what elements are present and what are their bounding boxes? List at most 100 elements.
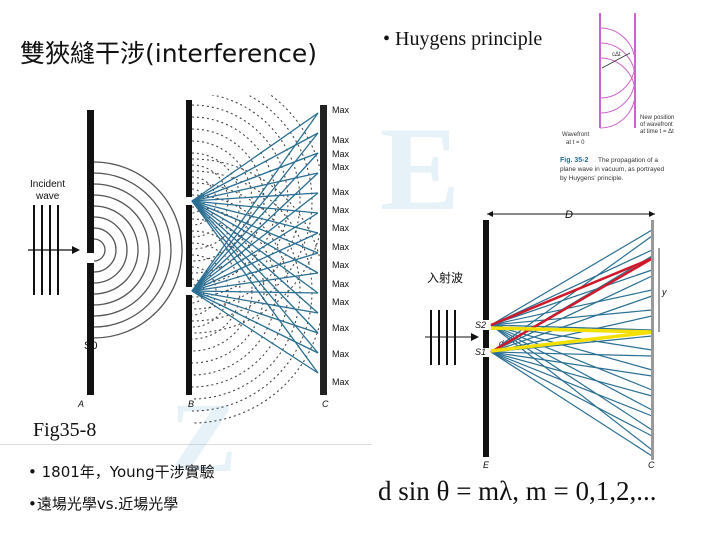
- slit-wavefront-arc: [191, 170, 313, 412]
- slit-ray: [191, 290, 319, 294]
- incident-wave-label: 入射波: [427, 270, 463, 285]
- yellow-ray-bottom: [490, 330, 654, 353]
- s0-wavefront-arc: [93, 161, 183, 339]
- s0-wavefronts: [93, 161, 183, 339]
- red-ray-bottom: [490, 256, 654, 354]
- double-slit-ray: [490, 324, 653, 371]
- slit-ray: [191, 232, 319, 292]
- slit-wavefront-arc: [191, 95, 325, 334]
- slit-wavefront-arc: [191, 116, 277, 286]
- s0-wavefront-arc: [93, 183, 161, 317]
- max-label: Max: [332, 223, 350, 233]
- double-slit-ray: [490, 309, 653, 326]
- d-label: d: [499, 339, 504, 348]
- double-slit-ray: [490, 351, 653, 437]
- s1-label: S1: [475, 347, 486, 357]
- slit-wavefront-arc: [191, 164, 229, 238]
- slit-wavefront-arc: [191, 95, 313, 322]
- incident-label-2: wave: [35, 191, 60, 202]
- slit-barrier-bottom: [483, 357, 489, 457]
- ct-label: cΔt: [612, 52, 621, 58]
- interference-formula: d sin θ = mλ, m = 0,1,2,...: [378, 476, 657, 506]
- slit-wavefront-arc: [191, 182, 301, 400]
- bottom-label-c: C: [648, 460, 655, 470]
- incident-label-1: Incident: [30, 179, 65, 190]
- barrier-b-top: [186, 100, 192, 197]
- bottom-label-e: E: [483, 460, 490, 470]
- barrier-label-c: C: [322, 399, 329, 409]
- barrier-b-bottom: [186, 295, 192, 395]
- barrier-label-a: A: [77, 399, 84, 409]
- slit-wavefront-arc: [191, 230, 253, 352]
- y-label: y: [661, 287, 667, 297]
- double-slit-ray: [490, 351, 653, 357]
- double-slit-ray: [490, 351, 653, 377]
- huygens-caption-2: plane wave in vacuum, as portrayed: [560, 166, 664, 173]
- slit-ray: [191, 200, 319, 214]
- slit-ray: [191, 290, 319, 374]
- max-label: Max: [332, 279, 350, 289]
- barrier-b-middle: [186, 205, 192, 287]
- slit-ray: [191, 200, 319, 334]
- huygens-figure: cΔt Wavefront at t = 0 New position of w…: [560, 13, 674, 182]
- double-slit-ray: [490, 249, 653, 326]
- slit-rays: [191, 112, 319, 374]
- slit-ray: [191, 290, 319, 354]
- slit-ray: [191, 290, 319, 314]
- screen-c: [320, 105, 327, 395]
- slit-wavefront-arc: [191, 242, 241, 340]
- slit-wavefront-arc: [191, 176, 217, 226]
- slit-ray: [191, 200, 319, 234]
- wavefront-right-2: of wavefront: [640, 122, 673, 128]
- slit-ray: [191, 272, 319, 292]
- s0-wavefront-arc: [93, 172, 172, 328]
- bullet-1801-young: • 1801年，Young干涉實驗: [28, 463, 215, 481]
- max-label: Max: [332, 187, 350, 197]
- huygens-fig-number: Fig. 35-2: [560, 157, 589, 164]
- background-watermark-2: Z: [170, 382, 237, 493]
- barrier-a-bottom: [87, 263, 94, 395]
- slit-ray: [191, 290, 319, 334]
- slit-barrier-middle: [483, 330, 489, 348]
- slit-ray: [191, 192, 319, 202]
- yellow-ray-top: [490, 326, 654, 334]
- background-watermark: E: [380, 102, 461, 235]
- max-labels: Max Max Max Max Max Max Max Max Max Max Max Max Max M…: [332, 105, 350, 387]
- double-slit-figure: D 入射波 S2 S1 d y E C: [425, 209, 667, 470]
- double-slit-ray: [490, 324, 653, 431]
- double-slit-ray: [490, 324, 653, 451]
- slit-ray: [191, 152, 319, 292]
- double-slit-ray: [490, 289, 653, 326]
- s0-wavefront-arc: [93, 194, 150, 306]
- s0-wavefront-arc: [93, 205, 139, 295]
- red-ray-top: [490, 256, 654, 327]
- slit-ray: [191, 112, 319, 292]
- slit-wavefronts: [191, 95, 325, 424]
- s0-wavefront-arc: [93, 227, 117, 273]
- slit-wavefront-arc: [191, 158, 325, 424]
- max-label: Max: [332, 377, 350, 387]
- slide-title: 雙狹縫干涉(interference): [20, 39, 318, 68]
- slit-barrier-top: [483, 220, 489, 320]
- max-label: Max: [332, 242, 350, 252]
- wavefront-right-1: New position: [640, 115, 674, 121]
- max-label: Max: [332, 135, 350, 145]
- double-slit-ray: [490, 324, 653, 331]
- huygens-bullet: • Huygens principle: [383, 28, 543, 50]
- slit-ray: [191, 200, 319, 294]
- s0-wavefront-arc: [93, 238, 106, 262]
- slit-ray: [191, 200, 319, 254]
- double-slit-ray: [490, 324, 653, 411]
- double-slit-ray: [490, 351, 653, 457]
- s2-label: S2: [475, 320, 486, 330]
- slit-ray: [191, 200, 319, 274]
- distance-d-label: D: [565, 209, 573, 221]
- wavefront-right-3: at time t = Δt: [640, 129, 674, 135]
- double-slit-ray: [490, 351, 653, 397]
- max-label: Max: [332, 162, 350, 172]
- interference-figure: Incident wave S0 MaxMaxMaxMaxMaxMaxMaxMa…: [0, 95, 372, 445]
- wavefront-left-1: Wavefront: [562, 132, 589, 138]
- barrier-a-top: [87, 110, 94, 253]
- slit-ray: [191, 172, 319, 202]
- huygens-caption-1: The propagation of a: [598, 157, 658, 164]
